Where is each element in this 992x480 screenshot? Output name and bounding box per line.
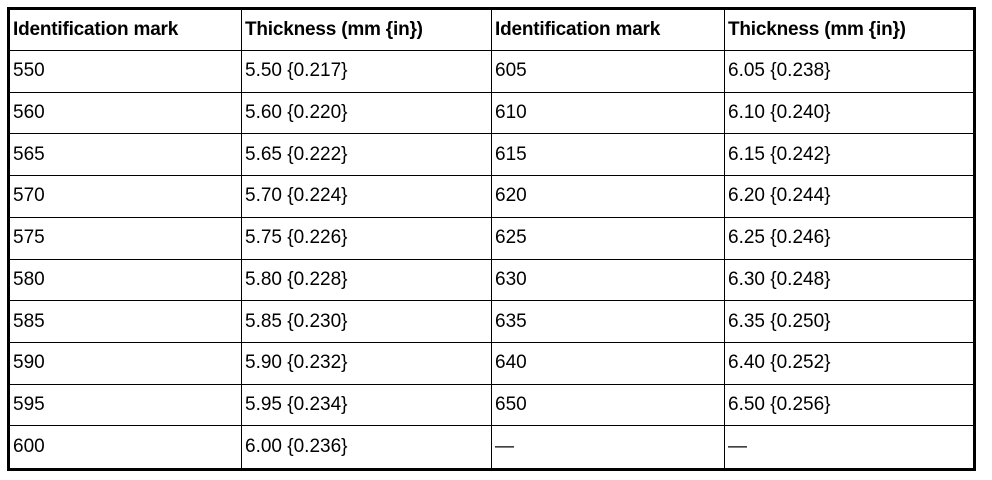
table-cell: 5.95 {0.234}	[241, 383, 492, 427]
table-cell: 570	[8, 175, 242, 218]
table-cell: 595	[8, 383, 242, 427]
table-row: 580 5.80 {0.228} 630 6.30 {0.248}	[8, 258, 975, 302]
table-row: 595 5.95 {0.234} 650 6.50 {0.256}	[8, 383, 975, 427]
table-row: 565 5.65 {0.222} 615 6.15 {0.242}	[8, 133, 975, 177]
header-row: Identification mark Thickness (mm {in}) Id…	[8, 8, 975, 51]
table-cell: 620	[491, 175, 725, 218]
table-cell: 6.20 {0.244}	[724, 175, 975, 218]
table-cell: 590	[8, 341, 242, 385]
table-cell: —	[724, 425, 975, 470]
header-cell: Identification mark	[8, 8, 242, 51]
table-cell: 615	[491, 133, 725, 177]
table-row: 550 5.50 {0.217} 605 6.05 {0.238}	[8, 50, 975, 93]
table-cell: 640	[491, 341, 725, 385]
table-cell: 580	[8, 258, 242, 302]
table-cell: 5.60 {0.220}	[241, 91, 492, 135]
header-cell: Thickness (mm {in})	[724, 8, 975, 51]
table-cell: 600	[8, 425, 242, 470]
table-cell: 5.75 {0.226}	[241, 216, 492, 260]
table-cell: 5.70 {0.224}	[241, 175, 492, 218]
table-body: 550 5.50 {0.217} 605 6.05 {0.238} 560 5.60 {0…	[8, 50, 975, 470]
table-cell: 6.05 {0.238}	[724, 50, 975, 93]
table-cell: 575	[8, 216, 242, 260]
table-cell: 650	[491, 383, 725, 427]
table-cell: 6.50 {0.256}	[724, 383, 975, 427]
table-cell: 630	[491, 258, 725, 302]
table-cell: 560	[8, 91, 242, 135]
table-cell: 6.35 {0.250}	[724, 300, 975, 343]
table-row: 575 5.75 {0.226} 625 6.25 {0.246}	[8, 216, 975, 260]
table-cell: 585	[8, 300, 242, 343]
table-cell: 6.40 {0.252}	[724, 341, 975, 385]
table-cell: —	[491, 425, 725, 470]
table-cell: 625	[491, 216, 725, 260]
table-cell: 6.10 {0.240}	[724, 91, 975, 135]
table-cell: 550	[8, 50, 242, 93]
table-row: 585 5.85 {0.230} 635 6.35 {0.250}	[8, 300, 975, 343]
table-cell: 605	[491, 50, 725, 93]
table-cell: 6.00 {0.236}	[241, 425, 492, 470]
table-cell: 5.65 {0.222}	[241, 133, 492, 177]
table-cell: 6.15 {0.242}	[724, 133, 975, 177]
table-row: 600 6.00 {0.236} — —	[8, 425, 975, 470]
thickness-table: Identification mark Thickness (mm {in}) Id…	[7, 7, 976, 471]
table-cell: 565	[8, 133, 242, 177]
table-cell: 5.50 {0.217}	[241, 50, 492, 93]
table-cell: 610	[491, 91, 725, 135]
table-row: 590 5.90 {0.232} 640 6.40 {0.252}	[8, 341, 975, 385]
table-cell: 5.90 {0.232}	[241, 341, 492, 385]
table-cell: 635	[491, 300, 725, 343]
table-cell: 5.85 {0.230}	[241, 300, 492, 343]
table-row: 570 5.70 {0.224} 620 6.20 {0.244}	[8, 175, 975, 218]
table-row: 560 5.60 {0.220} 610 6.10 {0.240}	[8, 91, 975, 135]
header-cell: Thickness (mm {in})	[241, 8, 492, 51]
header-cell: Identification mark	[491, 8, 725, 51]
table-cell: 5.80 {0.228}	[241, 258, 492, 302]
table-cell: 6.25 {0.246}	[724, 216, 975, 260]
table-cell: 6.30 {0.248}	[724, 258, 975, 302]
